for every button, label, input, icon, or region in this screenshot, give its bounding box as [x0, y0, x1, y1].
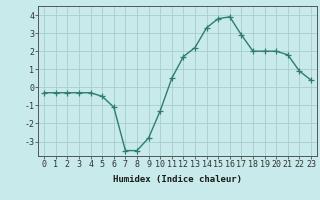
- X-axis label: Humidex (Indice chaleur): Humidex (Indice chaleur): [113, 175, 242, 184]
